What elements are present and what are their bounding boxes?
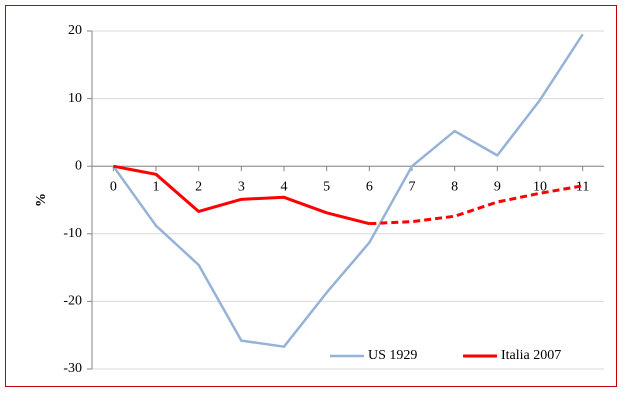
- x-tick-label: 9: [494, 179, 501, 194]
- x-tick-label: 3: [238, 179, 245, 194]
- x-tick-label: 6: [366, 179, 373, 194]
- x-tick-label: 8: [451, 179, 458, 194]
- y-tick-label: -20: [63, 294, 82, 309]
- y-tick-label: 0: [75, 158, 82, 173]
- y-tick-label: 10: [68, 91, 82, 106]
- y-tick-label: 20: [68, 23, 82, 38]
- series-line: [112, 33, 584, 348]
- chart-border: [5, 5, 617, 387]
- series-line: [113, 164, 370, 226]
- x-tick-label: 1: [153, 179, 160, 194]
- x-tick-label: 4: [281, 179, 288, 194]
- x-tick-label: 2: [195, 179, 202, 194]
- x-tick-label: 7: [409, 179, 416, 194]
- x-tick-label: 10: [533, 179, 547, 194]
- y-axis-label: %: [34, 193, 49, 207]
- x-tick-label: 5: [323, 179, 330, 194]
- x-tick-label: 11: [576, 179, 589, 194]
- x-tick-label: 0: [110, 179, 117, 194]
- y-tick-label: -30: [63, 361, 82, 376]
- series-line: [369, 184, 583, 226]
- legend-label: Italia 2007: [501, 348, 561, 363]
- legend-label: US 1929: [368, 348, 417, 363]
- y-tick-label: -10: [63, 226, 82, 241]
